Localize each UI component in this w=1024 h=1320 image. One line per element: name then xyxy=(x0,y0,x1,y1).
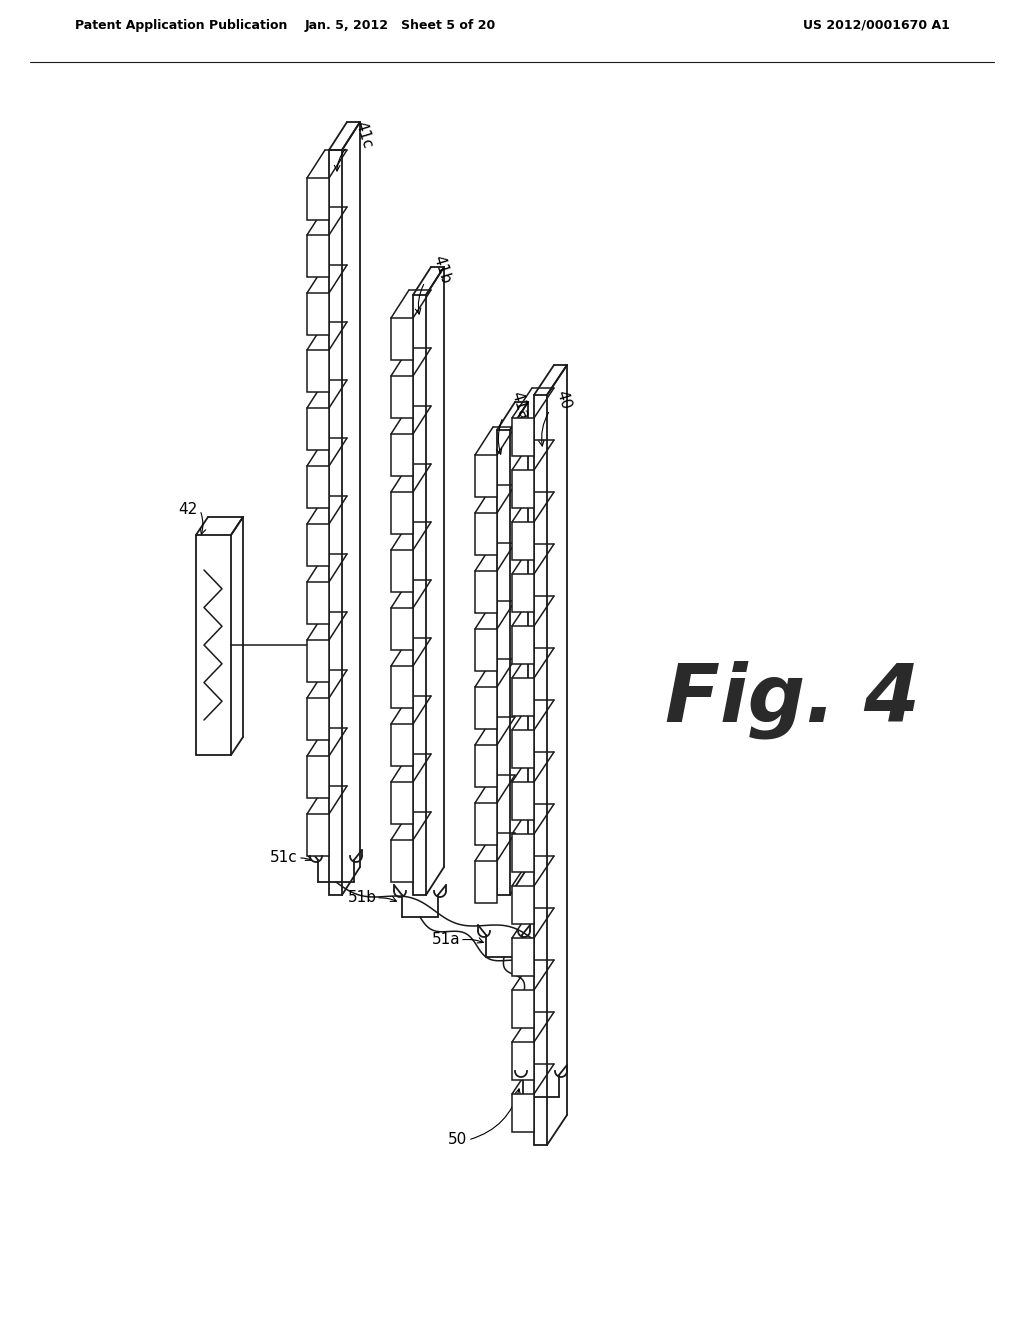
Bar xyxy=(512,730,534,768)
Bar xyxy=(307,524,329,566)
Bar xyxy=(307,814,329,855)
Bar xyxy=(391,550,413,591)
Bar xyxy=(475,572,497,612)
Bar xyxy=(307,582,329,624)
Bar xyxy=(512,418,534,455)
Bar xyxy=(512,678,534,715)
Bar xyxy=(307,235,329,277)
Bar xyxy=(497,430,510,895)
Bar xyxy=(307,178,329,220)
Bar xyxy=(512,521,534,560)
Text: US 2012/0001670 A1: US 2012/0001670 A1 xyxy=(803,18,950,32)
Text: 40: 40 xyxy=(553,388,573,412)
Bar xyxy=(475,861,497,903)
Bar xyxy=(475,630,497,671)
Bar xyxy=(512,990,534,1028)
Bar xyxy=(534,395,547,1144)
Bar xyxy=(307,408,329,450)
Bar xyxy=(512,574,534,612)
Text: Jan. 5, 2012   Sheet 5 of 20: Jan. 5, 2012 Sheet 5 of 20 xyxy=(304,18,496,32)
Bar xyxy=(391,492,413,535)
Bar xyxy=(307,756,329,799)
Bar xyxy=(475,455,497,498)
Text: 50: 50 xyxy=(449,1133,467,1147)
Bar xyxy=(307,698,329,741)
Bar xyxy=(196,535,231,755)
Text: 41a: 41a xyxy=(508,389,530,421)
Text: 51b: 51b xyxy=(348,891,377,906)
Bar xyxy=(391,376,413,418)
Bar xyxy=(475,744,497,787)
Bar xyxy=(391,781,413,824)
Bar xyxy=(475,513,497,554)
Bar xyxy=(413,294,426,895)
Text: 41b: 41b xyxy=(430,253,453,286)
Bar xyxy=(307,293,329,335)
Text: 42: 42 xyxy=(178,503,198,517)
Bar xyxy=(307,640,329,682)
Bar xyxy=(307,466,329,508)
Bar xyxy=(512,781,534,820)
Bar xyxy=(307,350,329,392)
Bar xyxy=(512,626,534,664)
Bar xyxy=(475,803,497,845)
Bar xyxy=(512,1094,534,1133)
Bar xyxy=(512,834,534,873)
Bar xyxy=(391,667,413,708)
Text: 41c: 41c xyxy=(352,120,375,150)
Text: Patent Application Publication: Patent Application Publication xyxy=(75,18,288,32)
Bar xyxy=(512,939,534,975)
Bar xyxy=(512,1041,534,1080)
Bar xyxy=(391,840,413,882)
Text: 51c: 51c xyxy=(270,850,298,866)
Bar xyxy=(391,434,413,477)
Bar xyxy=(391,723,413,766)
Bar xyxy=(391,609,413,649)
Bar xyxy=(512,470,534,508)
Bar xyxy=(512,886,534,924)
Bar xyxy=(391,318,413,360)
Bar xyxy=(329,150,342,895)
Bar xyxy=(475,686,497,729)
Text: Fig. 4: Fig. 4 xyxy=(665,661,920,739)
Text: 51a: 51a xyxy=(432,932,461,948)
